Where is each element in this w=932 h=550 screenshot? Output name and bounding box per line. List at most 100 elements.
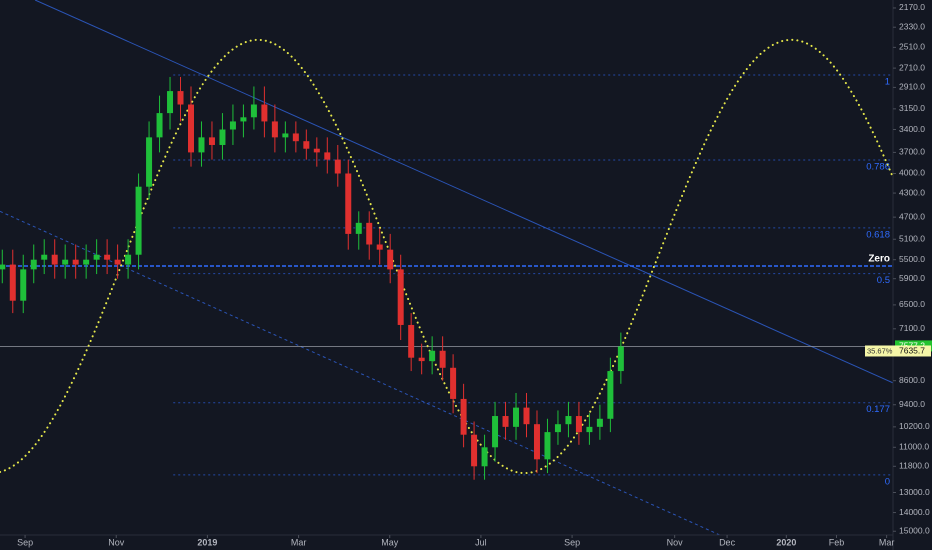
candle-body (313, 148, 320, 153)
candle-body (104, 254, 111, 260)
candle-body (219, 129, 226, 145)
candle-body (481, 447, 488, 467)
candle-body (460, 398, 467, 435)
fib-label: 0 (885, 476, 890, 487)
candle-body (513, 407, 520, 427)
candle-body (387, 249, 394, 270)
trendline (34, 0, 894, 384)
candle-body (135, 186, 142, 255)
y-tick-label: 2330.0 (899, 21, 925, 31)
fib-label: 0.177 (866, 404, 890, 415)
candle-body (492, 416, 499, 448)
candle-body (533, 424, 540, 460)
marker-percent: 35.67% (867, 346, 893, 355)
candle-body (114, 259, 121, 265)
candle-body (575, 416, 582, 433)
y-tick-label: 2710.0 (899, 62, 925, 72)
candle-body (292, 133, 299, 142)
candle-body (271, 121, 278, 138)
y-tick-label: 7100.0 (899, 323, 925, 333)
y-tick-label: 14000.0 (899, 507, 930, 517)
candle-body (229, 121, 236, 130)
x-tick-label: May (381, 537, 399, 547)
candle-body (0, 264, 6, 270)
y-tick-label: 2170.0 (899, 2, 925, 12)
y-tick-label: 2510.0 (899, 42, 925, 52)
candle-body (355, 222, 362, 234)
y-tick-label: 11800.0 (899, 461, 929, 471)
y-tick-label: 2910.0 (899, 82, 925, 92)
x-tick-label: Sep (17, 537, 33, 547)
y-tick-label: 13000.0 (899, 487, 930, 497)
cycle-curve (0, 38, 893, 475)
candle-body (51, 254, 58, 265)
candle-body (125, 254, 132, 265)
x-tick-label: Mar (291, 537, 307, 547)
x-tick-label: Nov (667, 537, 684, 547)
x-tick-label: Nov (108, 537, 125, 547)
candle-body (72, 259, 79, 265)
fib-label: 0.618 (866, 229, 890, 240)
candle-body (9, 264, 16, 301)
candle-body (429, 350, 436, 362)
candle-body (523, 407, 530, 425)
x-tick-label: Mar (879, 537, 895, 547)
candle-body (554, 424, 561, 433)
candle-body (544, 432, 551, 460)
fib-label: 0.786 (866, 161, 890, 172)
marker-tag (865, 345, 931, 357)
candle-body (471, 434, 478, 467)
candle-body (418, 357, 425, 362)
candle-body (208, 137, 215, 145)
candle-body (397, 269, 404, 325)
candle-body (376, 244, 383, 250)
candle-body (586, 426, 593, 433)
x-tick-label: Dec (719, 537, 736, 547)
candle-body (20, 269, 27, 301)
candle-body (250, 104, 257, 118)
y-tick-label: 6500.0 (899, 299, 925, 309)
candle-body (334, 159, 341, 174)
candle-body (596, 418, 603, 427)
y-tick-label: 3700.0 (899, 147, 925, 157)
candle-body (62, 259, 69, 265)
y-tick-label: 5500.0 (899, 254, 925, 264)
y-tick-label: 3400.0 (899, 124, 925, 134)
candle-body (345, 173, 352, 234)
y-tick-label: 4300.0 (899, 187, 925, 197)
y-tick-label: 3150.0 (899, 103, 925, 113)
candle-body (30, 259, 37, 270)
x-tick-label: Jul (475, 537, 487, 547)
candle-body (303, 141, 310, 149)
x-tick-label: 2019 (197, 537, 217, 547)
y-tick-label: 5900.0 (899, 273, 925, 283)
candle-body (617, 346, 624, 372)
candle-body (177, 91, 184, 105)
marker-label: 7635.7 (899, 346, 925, 356)
candle-body (439, 350, 446, 368)
y-tick-label: 11000.0 (899, 442, 929, 452)
y-tick-label: 9400.0 (899, 399, 925, 409)
x-tick-label: Feb (829, 537, 845, 547)
candle-body (282, 133, 289, 138)
candle-body (324, 152, 331, 160)
candle-body (167, 91, 174, 114)
candle-body (450, 367, 457, 399)
fib-label: 1 (885, 77, 890, 88)
candle-body (565, 416, 572, 425)
candle-body (198, 137, 205, 153)
candle-body (41, 254, 48, 260)
y-tick-label: 5100.0 (899, 234, 925, 244)
y-tick-label: 8600.0 (899, 375, 925, 385)
candle-body (93, 254, 100, 260)
candle-body (261, 104, 268, 122)
candle-body (502, 416, 509, 427)
y-tick-label: 4700.0 (899, 211, 925, 221)
candle-body (187, 104, 194, 153)
x-tick-label: 2020 (776, 537, 796, 547)
fib-label: 0.5 (877, 275, 890, 286)
candle-body (146, 137, 153, 187)
y-tick-label: 4000.0 (899, 168, 925, 178)
candle-body (83, 259, 90, 265)
